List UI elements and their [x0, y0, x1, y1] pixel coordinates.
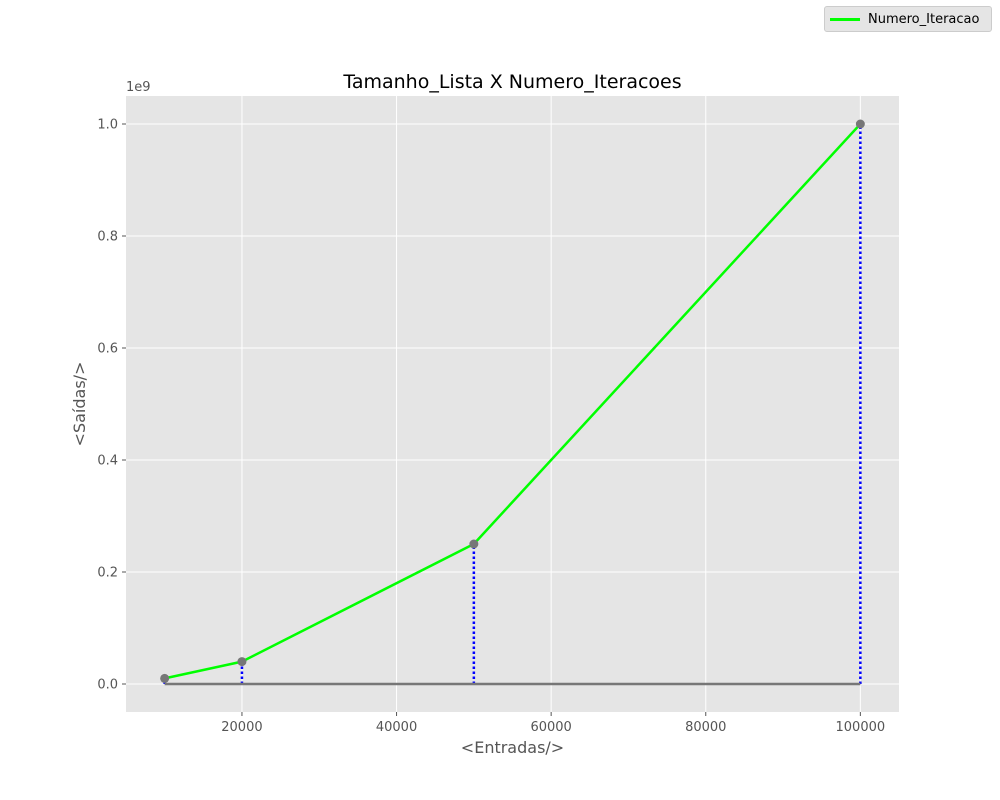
y-tick-label: 0.2 — [97, 566, 118, 581]
y-tick-label: 0.8 — [97, 230, 118, 245]
chart-title: Tamanho_Lista X Numero_Iteracoes — [342, 71, 681, 93]
data-point — [855, 119, 865, 129]
x-axis-ticks: 20000 40000 60000 80000 100000 — [221, 712, 885, 735]
legend-swatch — [830, 17, 860, 21]
y-tick-label: 0.6 — [97, 342, 118, 357]
x-tick-label: 20000 — [221, 720, 262, 735]
y-offset-label: 1e9 — [126, 80, 151, 95]
y-axis-ticks: 0.0 0.2 0.4 0.6 0.8 1.0 — [97, 118, 126, 693]
grid — [126, 96, 899, 712]
y-axis-label: <Saídas/> — [70, 362, 89, 447]
series-line-numero-iteracao — [164, 123, 862, 680]
y-tick-label: 0.0 — [97, 678, 118, 693]
x-tick-label: 40000 — [376, 720, 417, 735]
legend: Numero_Iteracao — [824, 6, 992, 32]
legend-label: Numero_Iteracao — [868, 11, 980, 27]
x-tick-label: 80000 — [685, 720, 726, 735]
data-point — [469, 539, 479, 549]
x-tick-label: 100000 — [836, 720, 886, 735]
data-markers — [160, 119, 865, 683]
data-point — [160, 673, 170, 683]
x-tick-label: 60000 — [530, 720, 571, 735]
plot-area — [126, 96, 899, 712]
y-tick-label: 1.0 — [97, 118, 118, 133]
y-tick-label: 0.4 — [97, 454, 118, 469]
data-point — [237, 657, 247, 667]
x-axis-label: <Entradas/> — [461, 738, 564, 757]
